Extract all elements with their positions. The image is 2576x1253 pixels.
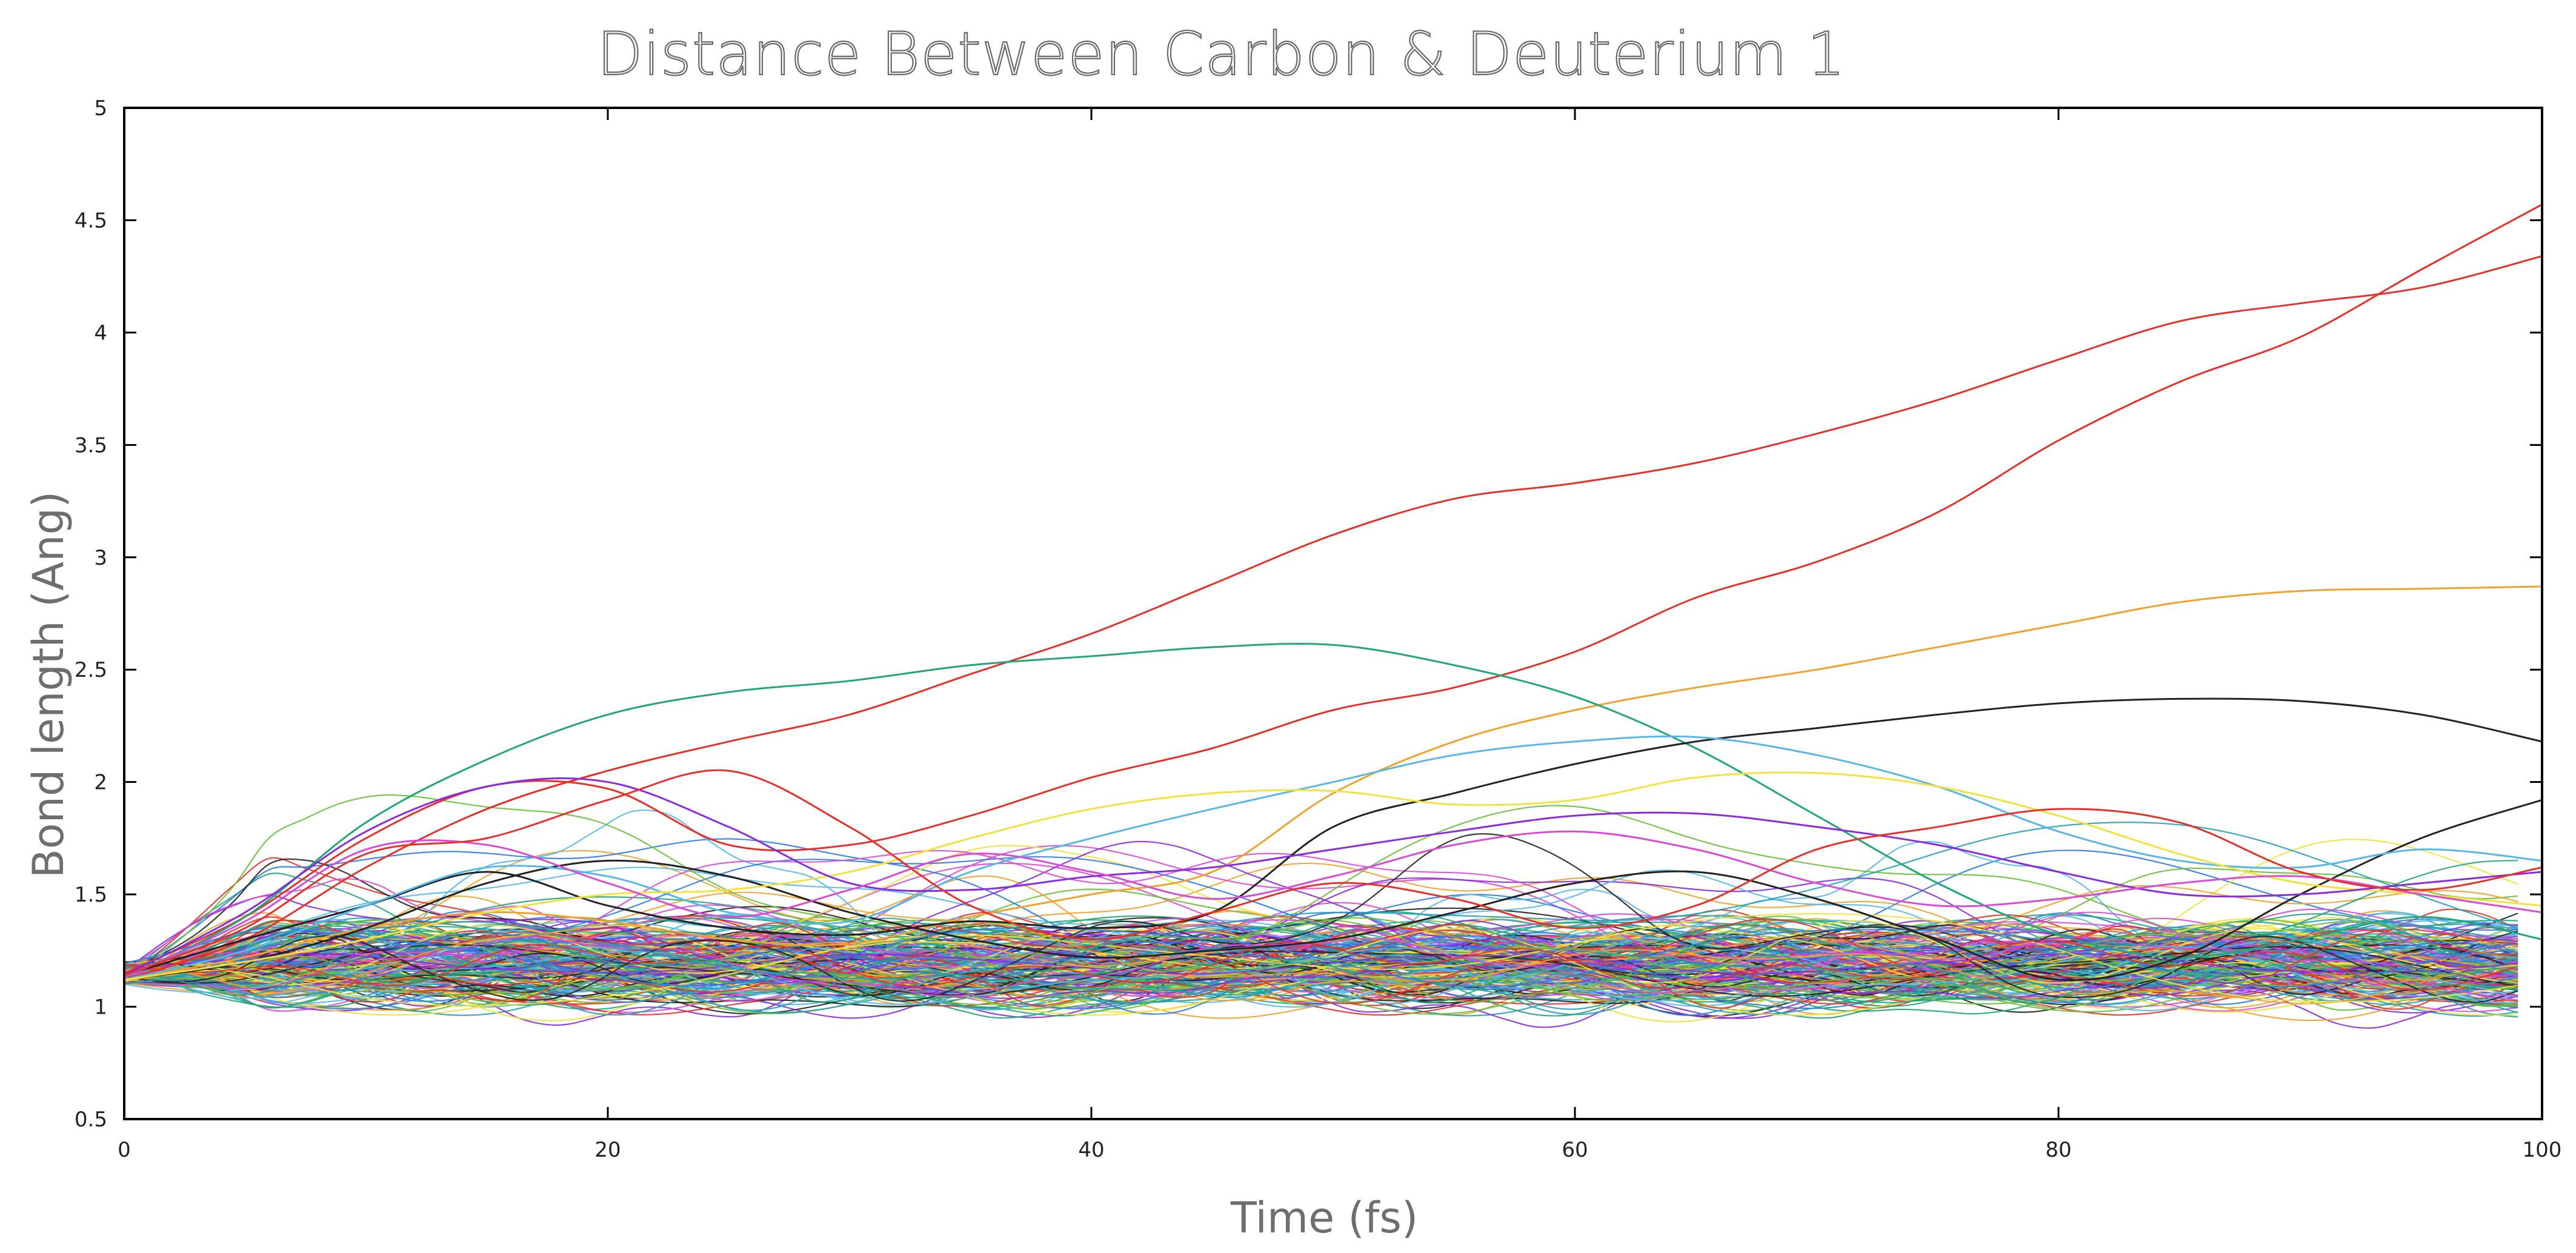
trajectory-line xyxy=(124,769,2542,976)
y-tick-label: 3 xyxy=(94,546,107,570)
x-tick-label: 40 xyxy=(1078,1138,1104,1162)
trajectory-line xyxy=(124,642,2542,979)
trajectory-line xyxy=(124,799,2542,982)
trajectory-line xyxy=(124,956,2518,1011)
y-tick-label: 5 xyxy=(94,96,107,121)
trajectory-line xyxy=(124,794,2518,989)
trajectory-line xyxy=(124,951,2518,1011)
y-tick-label: 3.5 xyxy=(75,433,107,457)
y-tick-label: 1 xyxy=(94,995,107,1020)
trajectory-line xyxy=(124,929,2518,1016)
plot-frame xyxy=(123,107,2543,1120)
trajectory-line xyxy=(124,922,2518,1010)
trajectory-line xyxy=(124,936,2518,997)
trajectory-line xyxy=(124,919,2518,983)
chart-title: Distance Between Carbon & Deuterium 1 xyxy=(596,19,1846,90)
trajectory-line xyxy=(124,830,2542,979)
trajectory-line xyxy=(124,822,2518,985)
trajectory-line xyxy=(124,947,2518,997)
x-tick-label: 60 xyxy=(1562,1138,1588,1162)
trajectory-line xyxy=(124,771,2542,981)
trajectory-line xyxy=(124,204,2542,974)
trajectory-line xyxy=(124,919,2518,990)
trajectory-line xyxy=(124,939,2518,991)
y-tick-label: 4.5 xyxy=(75,208,107,233)
series-group xyxy=(124,204,2542,1029)
trajectory-line xyxy=(124,833,2518,1003)
trajectory-line xyxy=(124,697,2542,977)
trajectory-line xyxy=(124,911,2518,1003)
x-axis-label: Time (fs) xyxy=(1230,1193,1419,1243)
y-tick-label: 4 xyxy=(94,321,107,345)
trajectory-line xyxy=(124,936,2518,1005)
x-tick-label: 20 xyxy=(594,1138,621,1162)
x-tick-label: 0 xyxy=(118,1138,131,1162)
trajectory-line xyxy=(124,944,2518,997)
trajectory-line xyxy=(124,849,2518,981)
x-tick-label: 80 xyxy=(2045,1138,2071,1162)
y-tick-label: 0.5 xyxy=(75,1108,107,1132)
trajectory-line xyxy=(124,585,2542,981)
trajectory-line xyxy=(124,913,2518,1006)
trajectory-line xyxy=(124,932,2518,985)
trajectory-line xyxy=(124,735,2542,981)
trajectory-line xyxy=(124,255,2542,981)
y-tick-label: 2 xyxy=(94,771,107,795)
trajectory-line xyxy=(124,922,2518,989)
y-axis-label: Bond length (Ang) xyxy=(24,491,73,879)
trajectory-line xyxy=(124,938,2518,1004)
y-tick-label: 1.5 xyxy=(75,883,107,907)
trajectory-line xyxy=(124,840,2518,996)
trajectory-line xyxy=(124,919,2518,1005)
trajectory-line xyxy=(124,856,2518,980)
y-tick-label: 2.5 xyxy=(75,658,107,682)
x-tick-label: 100 xyxy=(2523,1138,2562,1162)
